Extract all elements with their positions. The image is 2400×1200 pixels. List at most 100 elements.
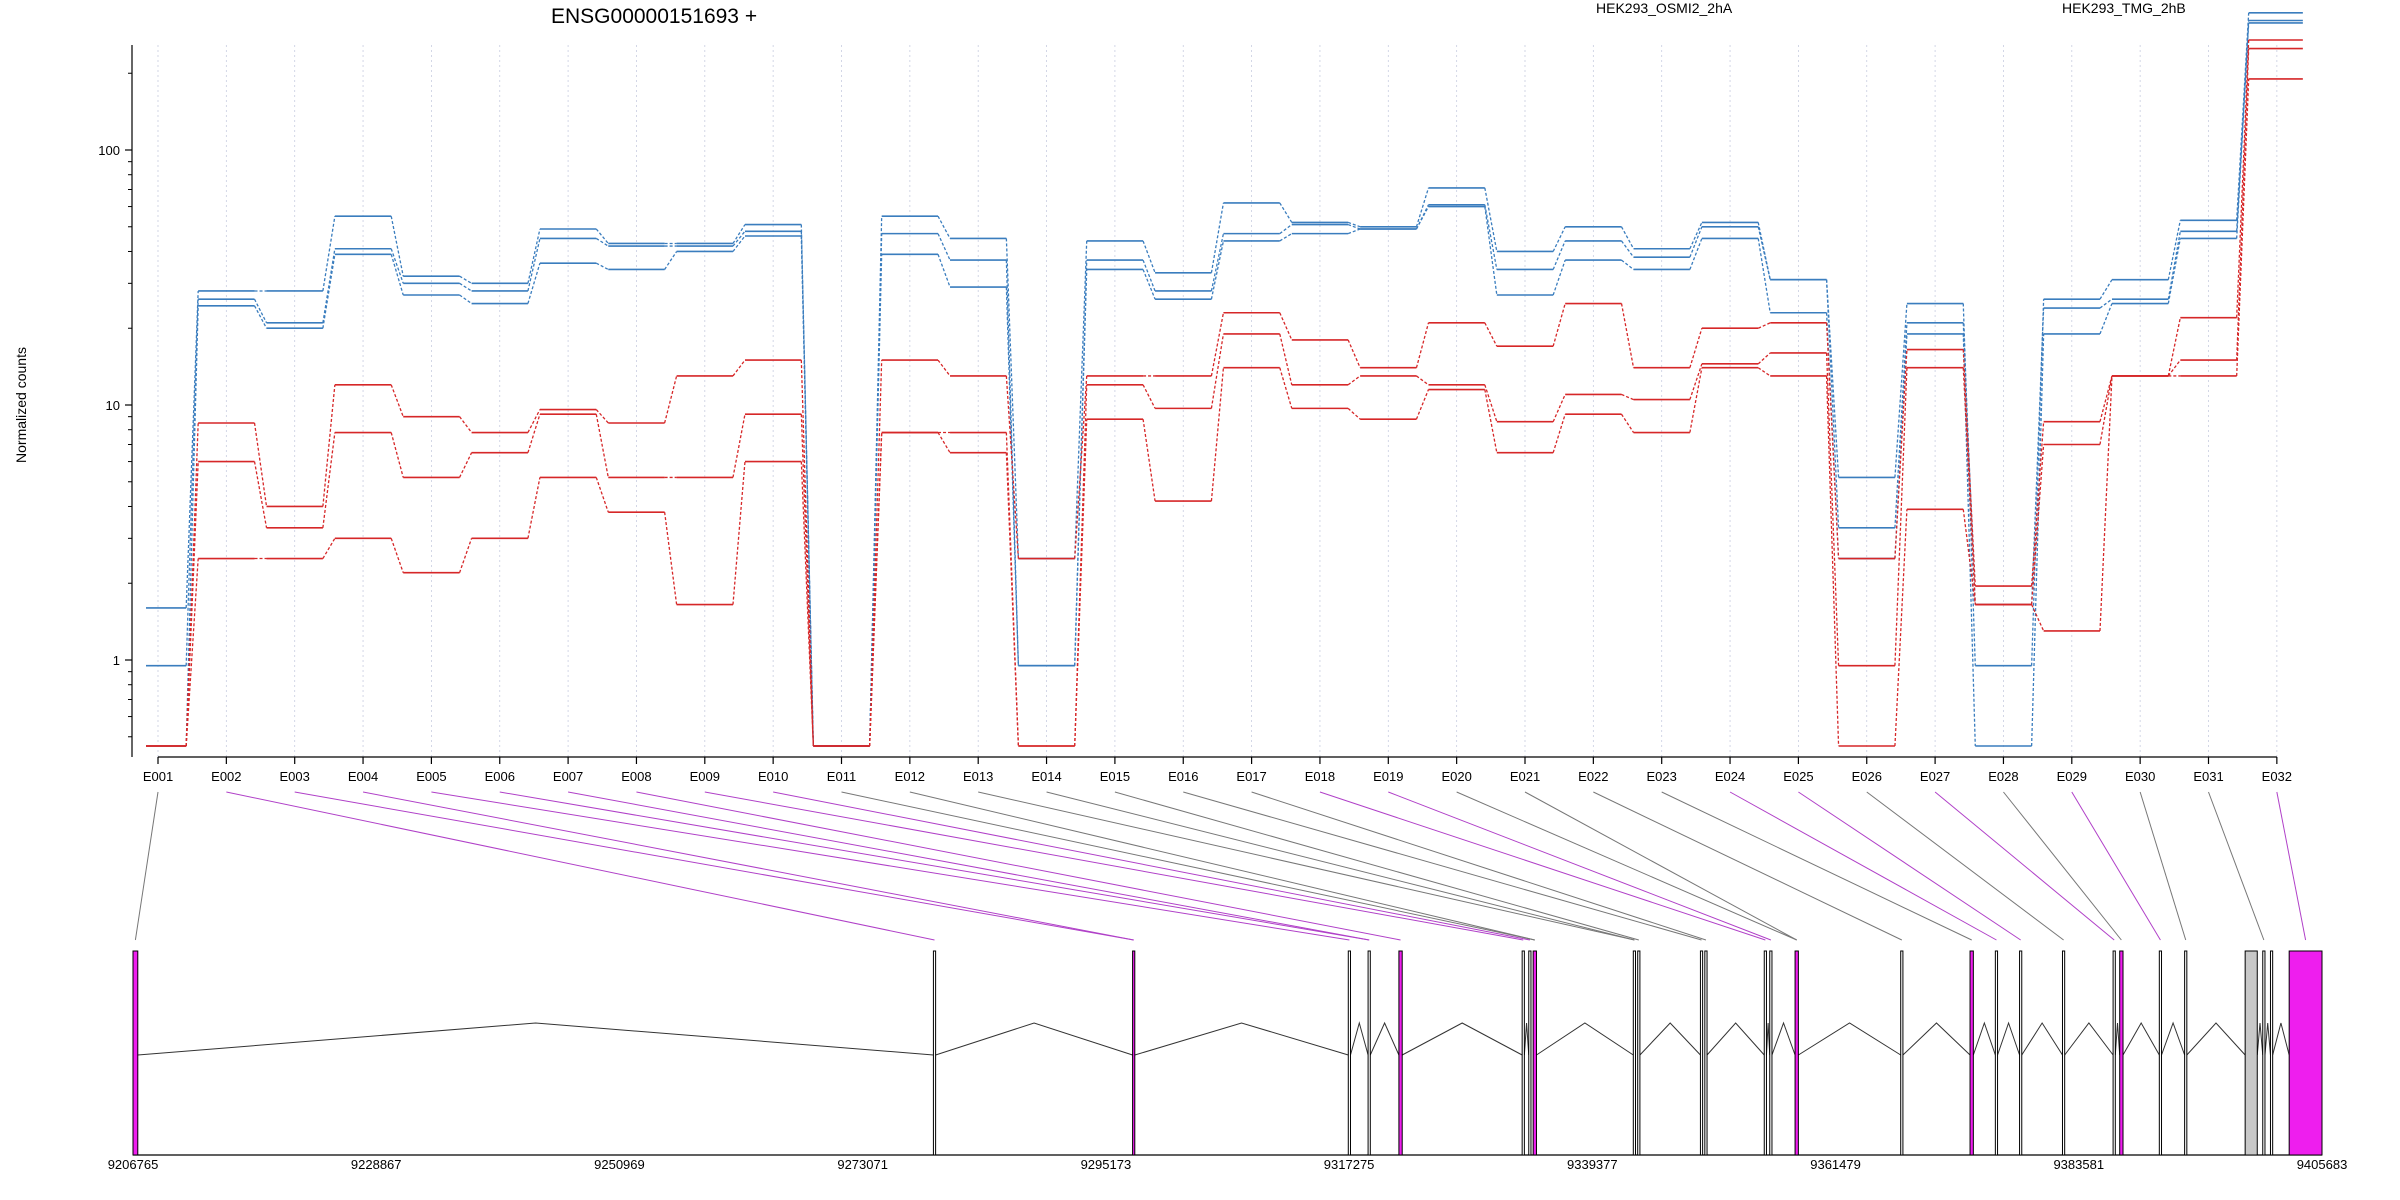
coord-tick-label: 9383581 (2053, 1157, 2104, 1172)
segment-E007 (595, 237, 609, 247)
segment-E012 (937, 233, 951, 261)
segment-E005 (459, 416, 473, 433)
connector-E023 (1661, 791, 1972, 941)
x-tick-label-E014: E014 (1031, 769, 1061, 784)
x-tick-label-E031: E031 (2193, 769, 2223, 784)
connector-E003 (294, 791, 1134, 941)
x-tick-label-E015: E015 (1100, 769, 1130, 784)
chart-title: ENSG00000151693 + (551, 5, 757, 28)
x-tick-label-E003: E003 (280, 769, 310, 784)
segment-E019 (1415, 206, 1430, 230)
segment-E027 (1962, 333, 1976, 747)
coord-tick-label: 9273071 (837, 1157, 888, 1172)
segment-E011 (869, 360, 883, 747)
segment-E018 (1347, 223, 1361, 230)
segment-E029 (2099, 375, 2113, 422)
segment-E007 (595, 477, 609, 513)
segment-E018 (1347, 221, 1361, 228)
x-tick-label-E002: E002 (211, 769, 241, 784)
x-tick-label-E018: E018 (1305, 769, 1335, 784)
exon-gridlines (157, 45, 2278, 757)
y-axis-label: Normalized counts (13, 347, 29, 463)
segment-E021 (1552, 394, 1566, 422)
segment-E015 (1142, 269, 1156, 300)
segment-E003 (322, 384, 336, 507)
x-tick-label-E007: E007 (553, 769, 583, 784)
segment-E016 (1210, 312, 1225, 377)
connector-E007 (568, 791, 1370, 941)
x-tick-label-E023: E023 (1647, 769, 1677, 784)
segment-E006 (527, 228, 541, 284)
coord-tick-label: 9228867 (351, 1157, 402, 1172)
segment-E022 (1621, 259, 1634, 270)
intron-line (2064, 1022, 2114, 1056)
segment-E013 (1005, 238, 1020, 559)
segment-E031 (2236, 22, 2250, 239)
intron-line (1523, 1022, 1530, 1056)
connector-E013 (978, 791, 1635, 941)
connector-E006 (499, 791, 1370, 941)
coord-tick-label: 9361479 (1810, 1157, 1861, 1172)
segment-E012 (937, 254, 951, 288)
connector-E022 (1593, 791, 1903, 941)
segment-E017 (1279, 233, 1293, 242)
segment-E007 (595, 414, 609, 478)
segment-E022 (1620, 226, 1635, 250)
segment-E004 (390, 538, 404, 573)
segment-E014 (1074, 240, 1088, 559)
connector-E030 (2139, 791, 2187, 941)
connector-E028 (2003, 791, 2122, 941)
connector-E019 (1388, 791, 1772, 941)
exon-box-7 (1521, 950, 1525, 1156)
segment-E028 (2030, 299, 2045, 666)
x-tick-label-E026: E026 (1852, 769, 1882, 784)
segment-E006 (527, 409, 541, 433)
exon-box-22 (2112, 950, 2116, 1156)
series-HEK293_TMG_2hB-2 (146, 22, 2303, 747)
segment-E010 (800, 414, 814, 747)
segment-E025 (1825, 352, 1840, 666)
segment-E025 (1825, 279, 1840, 478)
x-tick-label-E027: E027 (1920, 769, 1950, 784)
segment-E005 (458, 452, 473, 478)
segment-E002 (253, 461, 268, 528)
x-tick-label-E012: E012 (895, 769, 925, 784)
intron-line (1350, 1021, 1369, 1056)
connector-E001 (134, 791, 159, 941)
coord-tick-label: 9405683 (2297, 1157, 2348, 1172)
x-tick-label-E021: E021 (1510, 769, 1540, 784)
exon-box-25 (2184, 950, 2188, 1156)
intron-line (1972, 1021, 1996, 1056)
plot-axes: 1 10 100 E001 E002 E003 E004 E005 E006 E007 E008 E0… (98, 45, 2292, 784)
segment-E027 (1962, 349, 1976, 587)
connector-E015 (1114, 791, 1639, 941)
segment-E022 (1620, 303, 1635, 368)
segment-E005 (459, 275, 472, 284)
connector-E004 (362, 791, 1134, 941)
segment-E030 (2167, 238, 2181, 304)
exon-box-3 (1132, 950, 1136, 1156)
segment-E011 (869, 432, 883, 747)
segment-E027 (1962, 509, 1976, 605)
segment-E020 (1484, 204, 1498, 270)
connector-E026 (1866, 791, 2064, 941)
exon-box-12 (1699, 950, 1704, 1156)
intron-line (2021, 1022, 2063, 1056)
connector-E029 (2071, 791, 2161, 941)
segment-E003 (322, 248, 336, 323)
intron-line (1536, 1022, 1634, 1056)
intron-line (1369, 1021, 1400, 1056)
connector-E009 (704, 791, 1524, 941)
connector-E031 (2208, 791, 2265, 941)
segment-E009 (732, 230, 746, 247)
segment-E013 (1005, 375, 1020, 559)
segment-E004 (390, 216, 404, 277)
exon-box-14 (1763, 950, 1767, 1156)
connector-E016 (1183, 791, 1702, 941)
exon-box-24 (2158, 950, 2163, 1156)
segment-E016 (1210, 202, 1225, 273)
exon-box-5 (1367, 950, 1371, 1156)
x-tick-label-E004: E004 (348, 769, 378, 784)
segment-E023 (1689, 363, 1703, 400)
